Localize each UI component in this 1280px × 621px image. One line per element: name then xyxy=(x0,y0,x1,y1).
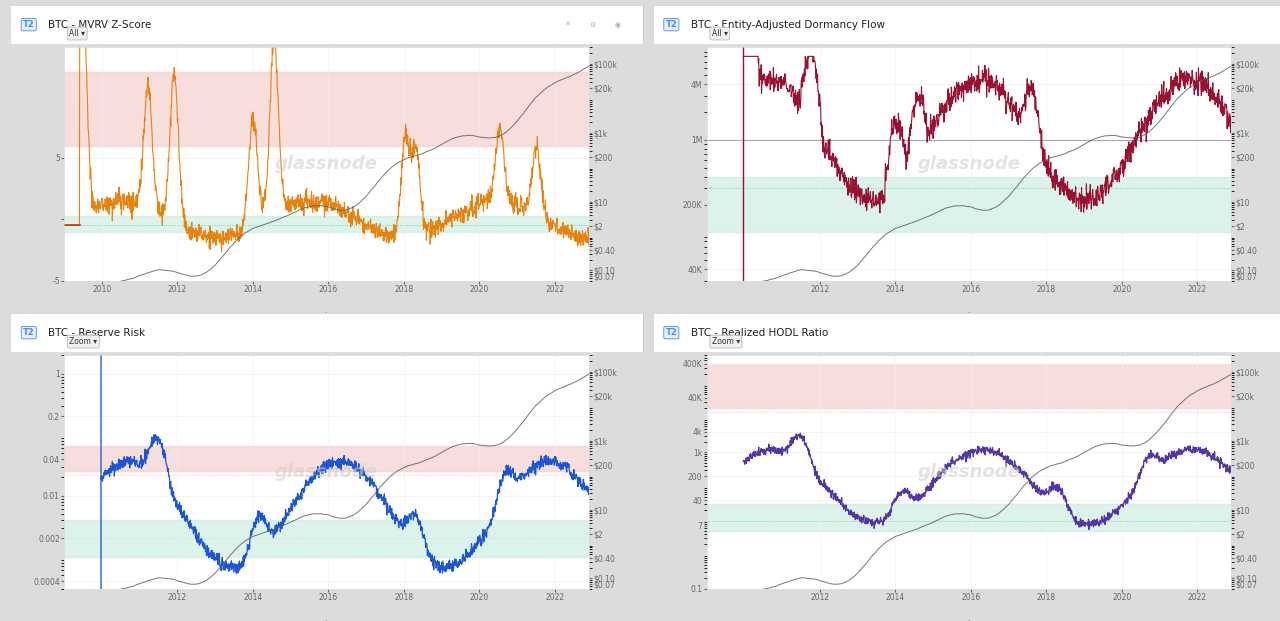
Text: ▲: ▲ xyxy=(966,312,972,317)
Text: ⚙: ⚙ xyxy=(589,22,595,28)
Text: BTC - MVRV Z-Score: BTC - MVRV Z-Score xyxy=(49,20,151,30)
Text: Zoom ▾: Zoom ▾ xyxy=(69,337,97,346)
Text: BTC - Entity-Adjusted Dormancy Flow: BTC - Entity-Adjusted Dormancy Flow xyxy=(691,20,884,30)
Text: T2: T2 xyxy=(23,328,35,337)
Bar xyxy=(64,520,589,557)
Bar xyxy=(707,177,1231,232)
Text: All ▾: All ▾ xyxy=(712,29,728,38)
Text: ▲: ▲ xyxy=(966,620,972,621)
Text: ✕: ✕ xyxy=(563,22,570,28)
Bar xyxy=(707,504,1231,531)
Text: All ▾: All ▾ xyxy=(69,29,86,38)
Text: BTC - Realized HODL Ratio: BTC - Realized HODL Ratio xyxy=(691,328,828,338)
Bar xyxy=(64,72,589,146)
Text: Zoom ▾: Zoom ▾ xyxy=(712,337,740,346)
Text: ▲: ▲ xyxy=(324,620,329,621)
Text: glassnode: glassnode xyxy=(275,155,378,173)
Text: BTC - Reserve Risk: BTC - Reserve Risk xyxy=(49,328,146,338)
Bar xyxy=(707,364,1231,408)
Bar xyxy=(64,215,589,232)
Text: ▲: ▲ xyxy=(324,312,329,317)
Text: T2: T2 xyxy=(23,20,35,29)
Text: T2: T2 xyxy=(666,328,677,337)
Text: glassnode: glassnode xyxy=(918,463,1020,481)
Text: ◉: ◉ xyxy=(614,22,621,28)
Text: T2: T2 xyxy=(666,20,677,29)
Bar xyxy=(64,446,589,471)
Text: glassnode: glassnode xyxy=(918,155,1020,173)
Text: glassnode: glassnode xyxy=(275,463,378,481)
